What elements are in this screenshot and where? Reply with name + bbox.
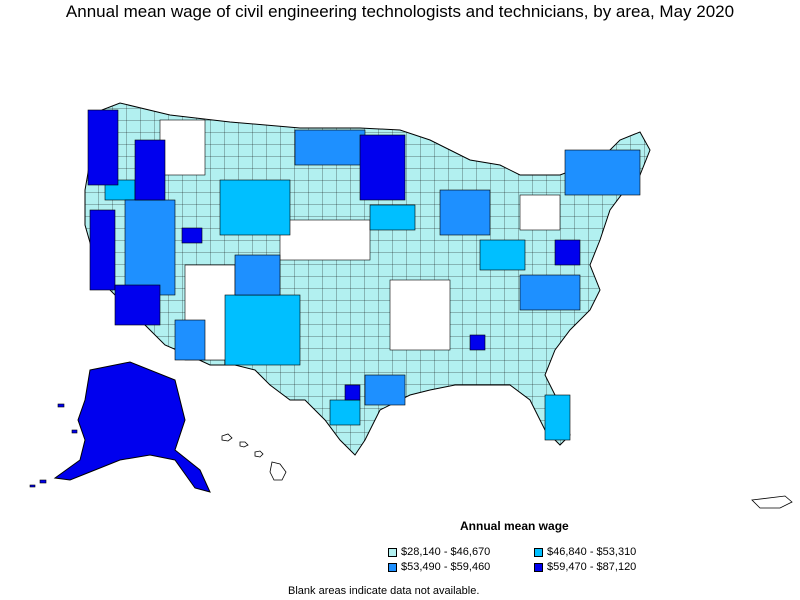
legend-item-1: $28,140 - $46,670	[388, 546, 490, 558]
wage-area	[479, 239, 526, 271]
wage-area	[114, 284, 161, 326]
wage-area	[174, 319, 206, 361]
wage-area	[359, 134, 406, 201]
map-title: Annual mean wage of civil engineering te…	[65, 2, 735, 21]
wage-area	[369, 204, 416, 231]
island	[254, 450, 264, 458]
wage-area	[544, 394, 571, 441]
wage-area	[519, 274, 581, 311]
alaska-region	[53, 361, 211, 493]
island	[269, 461, 287, 481]
wage-area	[469, 334, 486, 351]
legend-label-1: $28,140 - $46,670	[401, 546, 491, 558]
wage-area	[87, 109, 119, 186]
tier2-areas	[104, 179, 571, 441]
alaska-islands	[29, 403, 78, 488]
legend-label-3: $53,490 - $59,460	[401, 561, 491, 573]
legend-item-2: $46,840 - $53,310	[534, 546, 636, 558]
island	[239, 441, 249, 448]
hawaii-region	[221, 433, 287, 481]
legend-swatch-2	[534, 547, 543, 557]
wage-area	[564, 149, 641, 196]
wage-area	[134, 139, 166, 201]
wage-area	[294, 129, 366, 166]
legend-heading: Annual mean wage	[460, 519, 569, 533]
puerto-rico-region	[751, 495, 793, 509]
wage-area	[234, 254, 281, 296]
island	[57, 403, 65, 408]
tier4-areas	[87, 109, 581, 401]
legend-swatch-1	[388, 547, 397, 557]
island	[39, 479, 47, 484]
legend-swatch-3	[388, 562, 397, 572]
island	[71, 429, 78, 434]
no-data-area	[389, 279, 451, 351]
island	[29, 484, 36, 488]
legend-item-4: $59,470 - $87,120	[534, 561, 636, 573]
legend-item-3: $53,490 - $59,460	[388, 561, 490, 573]
footnote: Blank areas indicate data not available.	[288, 585, 480, 597]
wage-area	[224, 294, 301, 366]
wage-area	[89, 209, 116, 291]
island	[221, 433, 233, 442]
wage-area	[554, 239, 581, 266]
wage-area	[124, 199, 176, 296]
legend-label-4: $59,470 - $87,120	[547, 561, 637, 573]
no-data-area	[279, 219, 371, 261]
wage-area	[181, 227, 203, 244]
no-data-area	[519, 194, 561, 231]
wage-area	[329, 399, 361, 426]
legend-label-2: $46,840 - $53,310	[547, 546, 637, 558]
wage-area	[344, 384, 361, 401]
legend-swatch-4	[534, 562, 543, 572]
wage-area	[439, 189, 491, 236]
wage-area	[364, 374, 406, 406]
wage-area	[219, 179, 291, 236]
no-data-area	[159, 119, 206, 176]
